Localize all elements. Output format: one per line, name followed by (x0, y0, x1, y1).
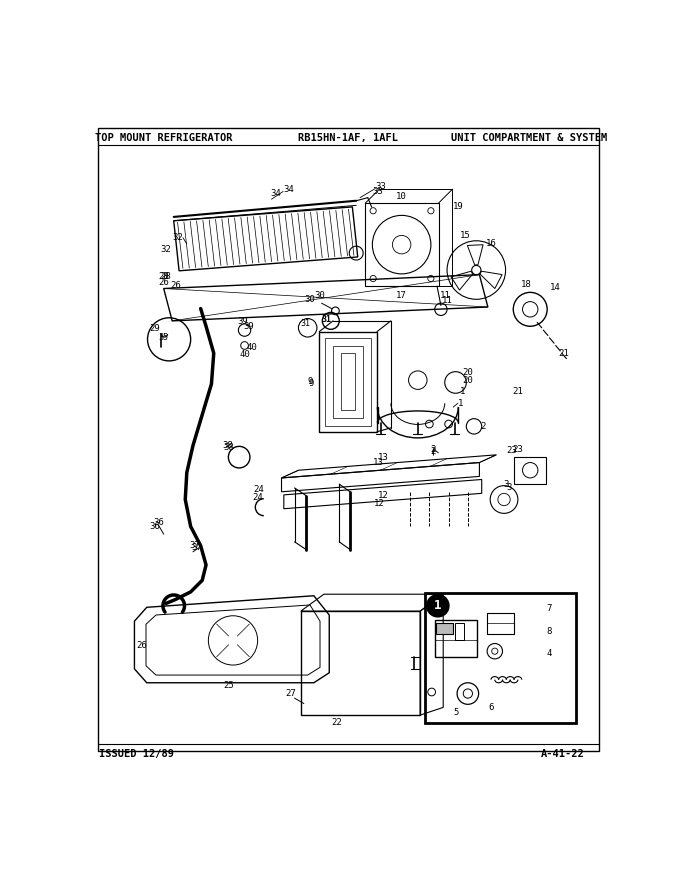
Bar (365, 203, 439, 287)
Text: 39: 39 (237, 317, 248, 326)
Text: 10: 10 (396, 192, 407, 201)
Text: 30: 30 (314, 291, 324, 300)
Text: 21: 21 (513, 387, 524, 396)
Text: 11: 11 (442, 296, 452, 305)
Text: 2: 2 (430, 448, 436, 457)
Bar (426, 594, 576, 723)
Text: 38: 38 (222, 441, 233, 450)
Text: 33: 33 (373, 187, 383, 196)
Text: 6: 6 (488, 703, 494, 712)
Text: 9: 9 (307, 377, 313, 386)
Bar (514, 457, 547, 484)
Text: 19: 19 (452, 202, 463, 212)
Text: 24: 24 (254, 485, 265, 494)
Text: 33: 33 (375, 182, 386, 190)
Text: 2: 2 (481, 422, 486, 431)
Text: 30: 30 (305, 295, 316, 303)
Text: 23: 23 (507, 447, 517, 456)
Text: ISSUED 12/89: ISSUED 12/89 (99, 748, 174, 758)
Circle shape (427, 595, 449, 617)
Text: 13: 13 (378, 453, 388, 462)
Bar (301, 611, 420, 715)
Text: TOP MOUNT REFRIGERATOR: TOP MOUNT REFRIGERATOR (95, 133, 233, 142)
Text: 18: 18 (521, 280, 532, 289)
Text: 26: 26 (170, 281, 181, 290)
Text: 38: 38 (224, 443, 235, 452)
Text: 31: 31 (322, 315, 332, 324)
Text: 7: 7 (546, 604, 551, 613)
Text: 4: 4 (546, 649, 551, 658)
Bar (487, 612, 514, 635)
Text: 37: 37 (192, 543, 202, 552)
Text: 2: 2 (430, 445, 436, 454)
Bar (437, 623, 453, 635)
Text: 26: 26 (137, 642, 148, 651)
Text: 11: 11 (439, 291, 450, 300)
Text: 24: 24 (252, 493, 263, 503)
Text: 8: 8 (546, 627, 551, 636)
Text: 36: 36 (153, 518, 164, 527)
Text: 34: 34 (283, 185, 294, 194)
Text: 28: 28 (160, 271, 171, 280)
Text: 29: 29 (149, 324, 160, 333)
Text: 28: 28 (158, 271, 169, 280)
Text: 15: 15 (460, 231, 470, 240)
Text: 23: 23 (513, 445, 524, 454)
Text: 39: 39 (243, 322, 254, 331)
Text: 22: 22 (332, 718, 342, 727)
Text: 35: 35 (158, 333, 169, 343)
Text: RB15HN-1AF, 1AFL: RB15HN-1AF, 1AFL (299, 133, 398, 142)
Text: 1: 1 (460, 387, 465, 396)
Text: 26: 26 (158, 278, 169, 287)
Text: 12: 12 (374, 499, 385, 508)
Text: 3: 3 (504, 480, 509, 489)
Bar (341, 353, 356, 410)
Text: 20: 20 (462, 368, 473, 377)
Text: 17: 17 (396, 291, 407, 300)
Text: 14: 14 (549, 283, 560, 292)
Text: 36: 36 (149, 522, 160, 531)
Text: A-41-22: A-41-22 (541, 748, 584, 758)
Bar (455, 623, 464, 640)
Text: 1: 1 (458, 399, 463, 408)
Text: 37: 37 (189, 541, 200, 550)
Text: 40: 40 (239, 351, 250, 360)
Text: 1: 1 (434, 599, 441, 612)
Bar (319, 332, 377, 432)
Text: 5: 5 (454, 708, 459, 717)
Text: 32: 32 (172, 233, 183, 242)
Text: 31: 31 (301, 320, 310, 328)
Text: 12: 12 (378, 491, 388, 500)
Bar (435, 620, 477, 658)
Bar (326, 338, 371, 425)
Text: 3: 3 (506, 483, 511, 492)
Text: 16: 16 (486, 239, 497, 247)
Bar (333, 345, 363, 418)
Text: 34: 34 (270, 189, 281, 198)
Text: 21: 21 (559, 349, 569, 358)
Text: 9: 9 (309, 379, 314, 389)
Text: 32: 32 (160, 245, 171, 254)
Text: 20: 20 (462, 376, 473, 384)
Text: 25: 25 (224, 682, 235, 691)
Text: 13: 13 (373, 458, 383, 467)
Text: 40: 40 (247, 343, 258, 352)
Text: 27: 27 (286, 689, 296, 698)
Text: UNIT COMPARTMENT & SYSTEM: UNIT COMPARTMENT & SYSTEM (452, 133, 607, 142)
